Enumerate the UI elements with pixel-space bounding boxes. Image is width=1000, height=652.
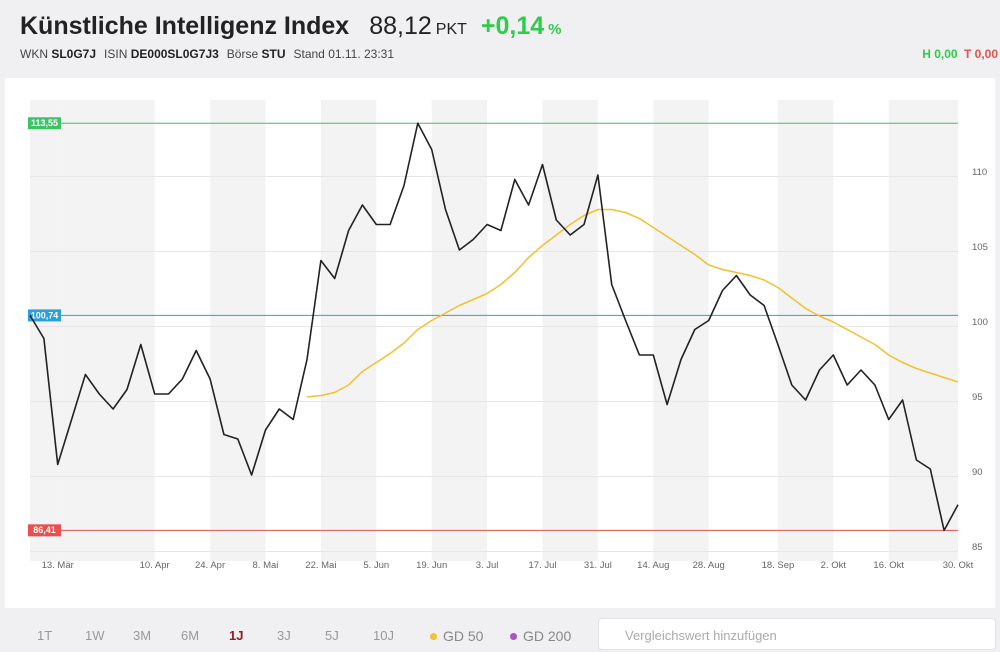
- range-button[interactable]: 1W: [85, 628, 105, 643]
- indicator-toggle[interactable]: GD 200: [510, 628, 571, 644]
- range-button[interactable]: 10J: [373, 628, 394, 643]
- indicator-toggle[interactable]: GD 50: [430, 628, 483, 644]
- range-button[interactable]: 3J: [277, 628, 291, 643]
- reference-label: 100,74: [31, 310, 59, 320]
- x-tick-label: 24. Apr: [195, 560, 225, 571]
- x-tick-label: 8. Mai: [253, 560, 279, 571]
- x-tick-label: 14. Aug: [637, 560, 669, 571]
- x-tick-label: 2. Okt: [821, 560, 847, 571]
- x-tick-label: 28. Aug: [693, 560, 725, 571]
- x-tick-label: 16. Okt: [873, 560, 904, 571]
- range-button[interactable]: 1T: [37, 628, 53, 643]
- reference-badge: [28, 117, 61, 130]
- stripe: [30, 100, 58, 561]
- stripe: [210, 100, 266, 561]
- reference-label: 113,55: [31, 118, 58, 128]
- y-tick-label: 85: [972, 542, 983, 553]
- reference-badge: [28, 524, 61, 537]
- x-tick-label: 13. Mär: [42, 560, 74, 571]
- toolbar: Vergleichswert hinzufügen 1T 1W 3M 6M 1J 3J 5J…: [0, 610, 1000, 652]
- x-tick-label: 17. Jul: [528, 560, 556, 571]
- stripe: [431, 100, 488, 561]
- price-line: [306, 208, 959, 398]
- meta-value: DE000SL0G7J3: [130, 47, 219, 61]
- x-tick-label: 18. Sep: [762, 560, 795, 571]
- reference-badge: [28, 309, 61, 322]
- x-tick-label: 5. Jun: [363, 560, 389, 571]
- x-tick-label: 30. Okt: [943, 560, 974, 571]
- indicator-label: GD 200: [523, 628, 572, 644]
- x-tick-label: 31. Jul: [584, 560, 612, 571]
- y-tick-label: 110: [972, 167, 987, 178]
- x-tick-label: 10. Apr: [140, 560, 170, 571]
- change-unit: %: [548, 21, 562, 38]
- y-tick-label: 90: [972, 467, 983, 478]
- stripe: [888, 100, 958, 561]
- change: +0,14: [480, 12, 545, 40]
- meta-key: WKN: [20, 47, 48, 61]
- range-button[interactable]: 1J: [229, 628, 244, 643]
- stripe: [653, 100, 709, 561]
- meta-key: Börse: [226, 47, 259, 61]
- price: 88,12: [369, 12, 432, 40]
- stripe: [320, 100, 377, 561]
- low: T 0,00: [964, 47, 998, 61]
- high: H 0,00: [922, 47, 957, 61]
- low-key: T: [963, 47, 972, 61]
- high-low: H 0,00 T 0,00: [922, 47, 998, 61]
- title: Künstliche Intelligenz Index: [20, 12, 350, 40]
- stripe: [57, 100, 155, 561]
- meta-value: SL0G7J: [51, 47, 97, 61]
- x-tick-label: 19. Jun: [416, 560, 447, 571]
- stand: Stand 01.11. 23:31: [293, 47, 395, 61]
- indicator-label: GD 50: [443, 628, 484, 644]
- high-value: 0,00: [934, 47, 958, 61]
- compare-search[interactable]: Vergleichswert hinzufügen: [598, 618, 996, 650]
- stripe: [542, 100, 598, 561]
- x-tick-label: 22. Mai: [305, 560, 336, 571]
- y-tick-label: 105: [972, 242, 988, 253]
- range-button[interactable]: 5J: [325, 628, 339, 643]
- range-button[interactable]: 3M: [133, 628, 152, 643]
- indicator-dot: [430, 633, 437, 640]
- stripe: [777, 100, 834, 561]
- y-tick-label: 100: [972, 317, 988, 328]
- indicator-dot: [510, 633, 517, 640]
- title-row: Künstliche Intelligenz Index 88,12 PKT +0,1…: [20, 12, 562, 41]
- unit: PKT: [435, 21, 467, 38]
- meta-row: WKN SL0G7J ISIN DE000SL0G7J3 Börse STU Stan…: [20, 47, 394, 61]
- low-value: 0,00: [974, 47, 998, 61]
- header: Künstliche Intelligenz Index 88,12 PKT +0,1…: [0, 0, 1000, 76]
- x-tick-label: 3. Jul: [476, 560, 499, 571]
- range-button[interactable]: 6M: [181, 628, 200, 643]
- reference-label: 86,41: [33, 525, 56, 535]
- price-line: [29, 122, 959, 532]
- meta-value: STU: [261, 47, 286, 61]
- chart: 85 90 95 100 105 110 13. Mär 10. Apr 24. Apr 8. M…: [5, 78, 995, 608]
- meta-key: ISIN: [104, 47, 128, 61]
- y-tick-label: 95: [972, 392, 983, 403]
- high-key: H: [922, 47, 931, 61]
